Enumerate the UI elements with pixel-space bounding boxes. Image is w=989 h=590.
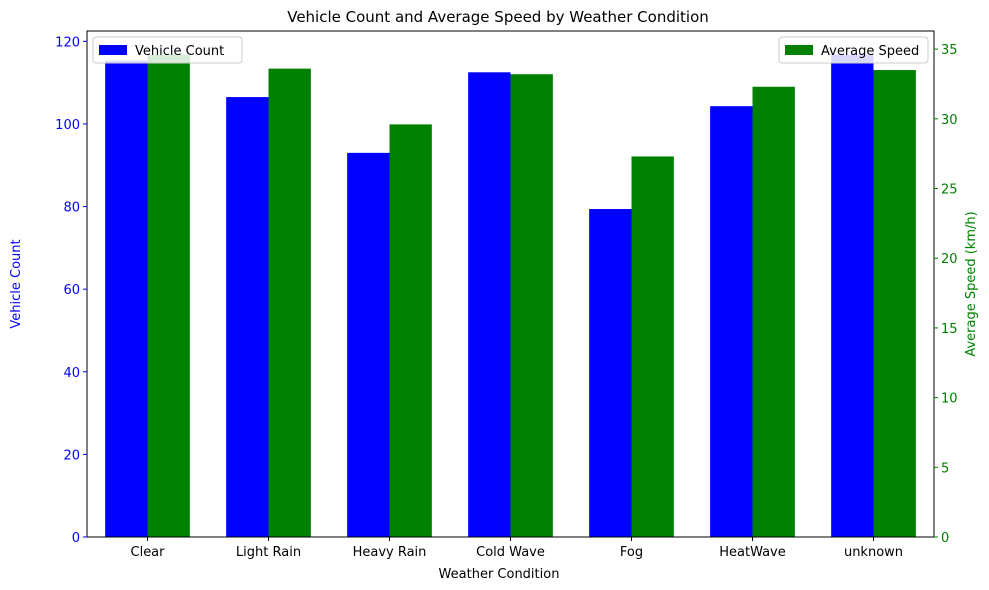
chart-title: Vehicle Count and Average Speed by Weath… bbox=[287, 8, 709, 26]
x-tick-label: Cold Wave bbox=[476, 545, 545, 560]
bars-group bbox=[105, 54, 916, 538]
left-y-tick-label: 80 bbox=[63, 201, 80, 216]
right-y-tick-label: 20 bbox=[941, 252, 958, 267]
right-y-tick-label: 30 bbox=[941, 113, 958, 128]
right-y-tick-label: 15 bbox=[941, 322, 958, 337]
bar-vehicle-count bbox=[468, 72, 511, 537]
legend-swatch bbox=[99, 45, 127, 55]
right-y-tick-label: 5 bbox=[941, 461, 949, 476]
legends-group: Vehicle Count Average Speed bbox=[92, 36, 929, 64]
bar-vehicle-count bbox=[226, 97, 269, 538]
x-tick-label: unknown bbox=[844, 545, 903, 560]
left-y-tick-label: 20 bbox=[63, 448, 80, 463]
bar-vehicle-count bbox=[105, 60, 148, 537]
x-tick-label: Light Rain bbox=[236, 545, 301, 560]
left-y-tick-label: 100 bbox=[55, 118, 80, 133]
legend-swatch bbox=[785, 45, 813, 55]
bar-average-speed bbox=[752, 86, 795, 538]
right-y-tick-label: 35 bbox=[941, 43, 958, 58]
legend-label: Vehicle Count bbox=[135, 44, 224, 59]
bar-vehicle-count bbox=[710, 106, 753, 538]
axes-group: Clear Light Rain Heavy Rain Cold Wave Fog Hea… bbox=[55, 30, 958, 560]
legend-label: Average Speed bbox=[821, 44, 919, 59]
left-y-tick-label: 40 bbox=[63, 366, 80, 381]
right-y-tick-label: 0 bbox=[941, 531, 949, 546]
left-y-tick-label: 0 bbox=[72, 531, 80, 546]
right-y-tick-label: 10 bbox=[941, 392, 958, 407]
x-axis-label: Weather Condition bbox=[439, 567, 560, 582]
legend-box bbox=[92, 36, 243, 64]
bar-average-speed bbox=[147, 54, 190, 538]
right-y-axis-label: Average Speed (km/h) bbox=[964, 211, 979, 356]
bar-average-speed bbox=[389, 124, 432, 538]
bar-vehicle-count bbox=[831, 54, 874, 537]
bar-average-speed bbox=[510, 74, 553, 537]
legend-box bbox=[778, 36, 929, 64]
bar-average-speed bbox=[873, 70, 916, 537]
x-tick-label: Fog bbox=[620, 545, 643, 560]
bar-vehicle-count bbox=[589, 209, 632, 537]
bar-average-speed bbox=[631, 156, 674, 538]
x-tick-label: Heavy Rain bbox=[353, 545, 427, 560]
bar-average-speed bbox=[268, 68, 311, 538]
x-tick-label: HeatWave bbox=[719, 545, 786, 560]
bar-vehicle-count bbox=[347, 152, 390, 537]
left-y-axis-label: Vehicle Count bbox=[9, 239, 24, 328]
left-y-tick-label: 120 bbox=[55, 35, 80, 50]
left-y-tick-label: 60 bbox=[63, 283, 80, 298]
x-tick-label: Clear bbox=[131, 545, 166, 560]
right-y-tick-label: 25 bbox=[941, 183, 958, 198]
